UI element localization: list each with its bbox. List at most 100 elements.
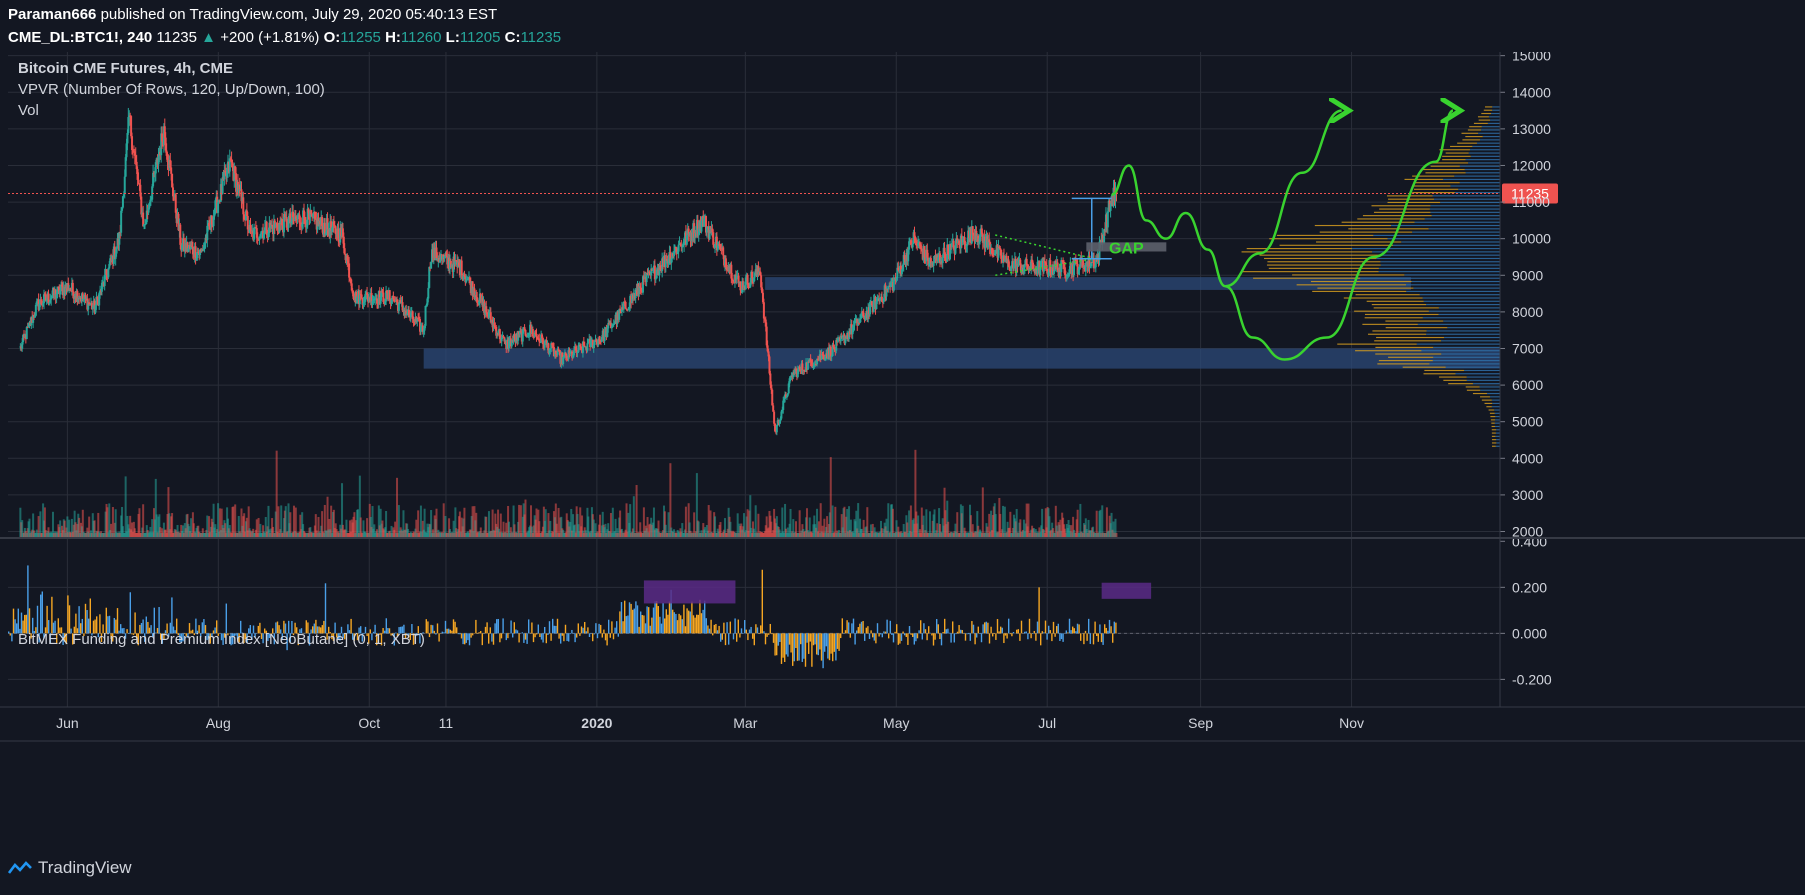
candle-body (541, 334, 544, 339)
price-candles[interactable] (19, 107, 1118, 436)
volume-bar (781, 507, 784, 537)
vpvr-down-row (1486, 406, 1492, 408)
vpvr-up-row (1496, 442, 1500, 444)
premium-bar (347, 624, 349, 634)
candle-body (91, 306, 94, 310)
publisher-name[interactable]: Paraman666 (8, 6, 97, 23)
candle-body (640, 287, 643, 291)
vpvr-up-row (1434, 198, 1500, 200)
candle-body (238, 185, 241, 191)
funding-bar (715, 624, 717, 634)
premium-bar (220, 633, 223, 641)
x-tick-label: May (883, 715, 909, 731)
volume-bar (234, 504, 237, 537)
candle-body (920, 248, 923, 252)
premium-bar (1068, 618, 1071, 634)
funding-bar (276, 621, 279, 634)
volume-bar (463, 507, 466, 537)
candle-body (939, 253, 942, 262)
candle-body (779, 418, 782, 421)
vpvr-down-row (1469, 126, 1482, 128)
candle-body (837, 338, 840, 342)
premium-bar (616, 621, 618, 634)
premium-bar (232, 633, 234, 645)
candle-body (792, 371, 795, 378)
funding-bar (800, 633, 802, 645)
candle-body (292, 211, 295, 218)
funding-bar (137, 633, 139, 646)
vpvr-down-row (1481, 399, 1492, 401)
candle-body (301, 224, 304, 227)
funding-bar (379, 633, 381, 635)
funding-bar (832, 633, 834, 662)
tradingview-logo[interactable]: TradingView (8, 858, 132, 878)
vpvr-down-row (1385, 327, 1448, 329)
funding-bar (438, 633, 440, 642)
last-price-tag-label: 11235 (1511, 185, 1549, 201)
vpvr-down-row (1477, 116, 1489, 118)
candle-body (163, 126, 166, 138)
projection-path (1224, 111, 1453, 361)
premium-bar (203, 619, 205, 634)
funding-bar (409, 633, 411, 641)
volume-bar (294, 507, 297, 537)
candle-body (47, 293, 50, 303)
vpvr-down-row (1484, 402, 1493, 404)
y-tick-label: 0.200 (1512, 579, 1547, 595)
premium-bar (246, 633, 248, 643)
volume-bar (688, 522, 691, 537)
candle-body (502, 336, 505, 338)
volume-bar (47, 527, 50, 537)
premium-bar (1089, 633, 1091, 644)
premium-bar (97, 633, 99, 638)
volume-bar (66, 516, 69, 537)
volume-bar (538, 521, 541, 537)
ohlc-line: CME_DL:BTC1!, 240 11235 ▲ +200 (+1.81%) … (8, 29, 561, 46)
candle-body (639, 286, 642, 288)
volume-bar (435, 508, 438, 537)
volume-bar (1070, 525, 1073, 537)
funding-bar (212, 630, 215, 634)
candle-body (685, 235, 688, 245)
chart-title: Bitcoin CME Futures, 4h, CME (18, 60, 233, 77)
funding-bar (147, 621, 149, 634)
funding-bar (768, 633, 770, 635)
volume-bar (121, 526, 124, 537)
candle-body (364, 294, 367, 302)
premium-bar (620, 602, 623, 634)
candle-body (993, 253, 996, 256)
candle-body (581, 341, 584, 353)
volume-bar (714, 516, 717, 537)
funding-bar (1040, 633, 1042, 646)
vpvr-down-row (1385, 320, 1444, 322)
vpvr-up-row (1438, 313, 1500, 316)
premium-bar (588, 633, 591, 637)
candle-body (468, 277, 471, 284)
candle-body (810, 361, 813, 364)
candle-body (1000, 249, 1003, 259)
candle-body (143, 224, 146, 226)
volume-bar (332, 509, 335, 537)
vpvr-up-row (1494, 412, 1500, 414)
volume-bar (577, 524, 580, 537)
vpvr-down-row (1264, 257, 1377, 260)
volume-bar (63, 520, 66, 537)
volume-bar (423, 508, 426, 537)
vpvr-down-row (1442, 155, 1471, 157)
volume-bar (287, 503, 290, 537)
volume-bar (956, 512, 959, 537)
candle-body (1093, 267, 1096, 269)
premium-bar (779, 633, 781, 642)
candle-body (928, 263, 931, 266)
premium-bar (560, 633, 562, 644)
candle-body (302, 210, 305, 225)
y-tick-label: 11000 (1512, 194, 1550, 210)
volume-bar (502, 521, 505, 537)
candle-body (190, 246, 193, 249)
vpvr-up-row (1478, 132, 1500, 134)
funding-bar (1035, 633, 1037, 641)
candle-body (370, 293, 373, 305)
candle-body (816, 358, 819, 360)
funding-bar (323, 620, 325, 634)
